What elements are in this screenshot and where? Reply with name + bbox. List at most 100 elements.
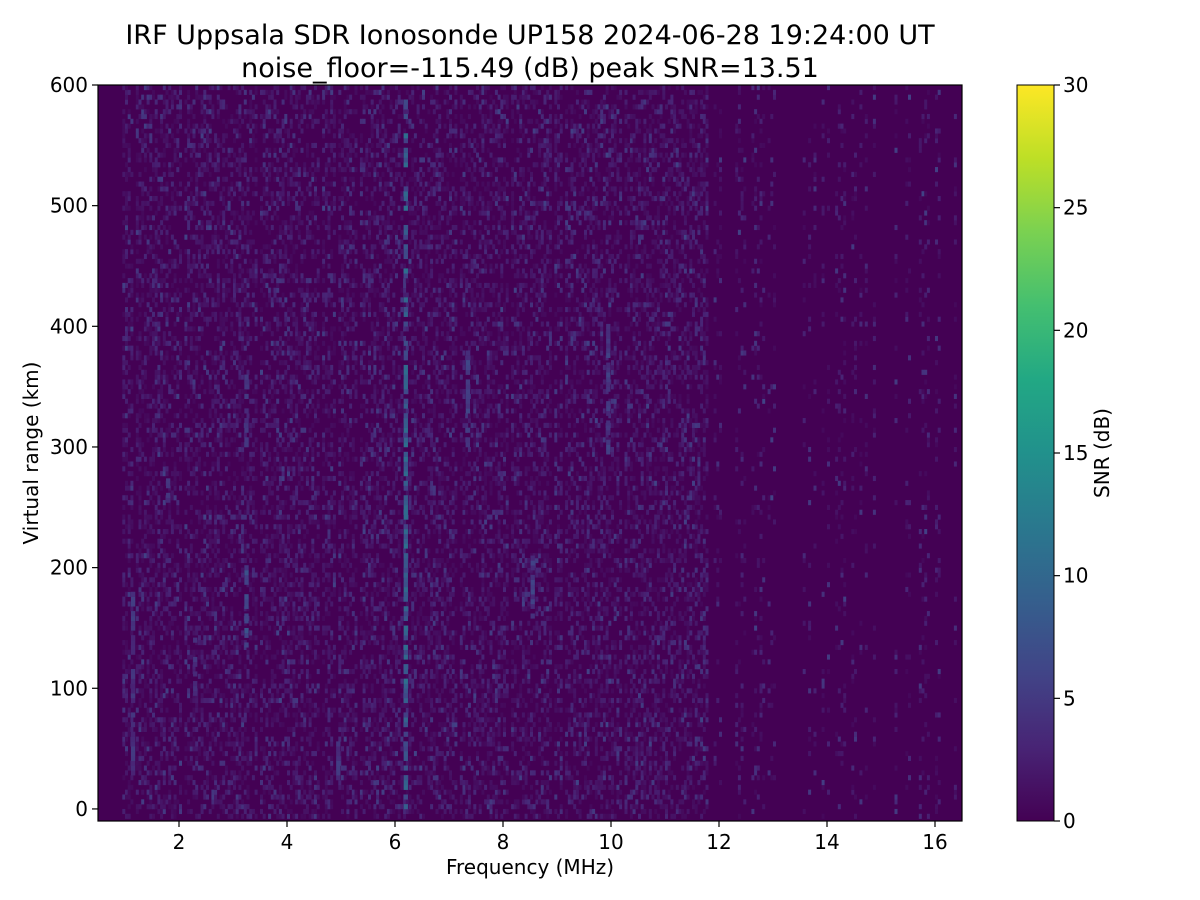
heatmap-cell bbox=[157, 374, 161, 380]
heatmap-cell bbox=[316, 471, 320, 477]
heatmap-cell bbox=[157, 509, 161, 515]
heatmap-cell bbox=[322, 196, 326, 202]
heatmap-cell bbox=[346, 273, 350, 279]
heatmap-cell bbox=[322, 702, 326, 708]
heatmap-cell bbox=[162, 471, 166, 477]
heatmap-cell bbox=[203, 519, 207, 525]
heatmap-cell bbox=[281, 220, 285, 226]
heatmap-cell bbox=[300, 640, 304, 646]
heatmap-cell bbox=[308, 717, 312, 723]
heatmap-cell bbox=[305, 364, 309, 371]
heatmap-cell bbox=[346, 697, 350, 704]
heatmap-cell bbox=[235, 403, 239, 409]
heatmap-cell bbox=[297, 779, 301, 786]
heatmap-cell bbox=[292, 601, 296, 607]
heatmap-cell bbox=[138, 495, 142, 501]
heatmap-cell bbox=[189, 200, 193, 206]
heatmap-cell bbox=[165, 625, 169, 631]
heatmap-cell bbox=[260, 427, 263, 433]
heatmap-cell bbox=[316, 533, 320, 539]
heatmap-cell bbox=[265, 722, 269, 728]
heatmap-cell bbox=[265, 480, 269, 486]
heatmap-cell bbox=[238, 784, 242, 790]
heatmap-cell bbox=[189, 611, 193, 617]
heatmap-cell bbox=[246, 504, 250, 511]
heatmap-cell bbox=[149, 697, 153, 704]
heatmap-cell bbox=[330, 253, 334, 260]
heatmap-cell bbox=[305, 171, 309, 177]
heatmap-cell bbox=[127, 413, 131, 419]
heatmap-cell bbox=[327, 548, 331, 554]
heatmap-cell bbox=[222, 282, 226, 289]
heatmap-cell bbox=[243, 509, 247, 515]
heatmap-cell bbox=[200, 379, 204, 385]
heatmap-cell bbox=[152, 244, 155, 250]
heatmap-cell bbox=[162, 683, 166, 689]
heatmap-cell bbox=[235, 128, 239, 134]
heatmap-cell bbox=[154, 268, 158, 274]
heatmap-cell bbox=[273, 389, 277, 395]
heatmap-cell bbox=[135, 85, 139, 91]
plot-area bbox=[97, 84, 963, 822]
heatmap-cell bbox=[162, 808, 166, 815]
heatmap-cell bbox=[187, 123, 191, 129]
heatmap-cell bbox=[287, 615, 290, 622]
heatmap-cell bbox=[295, 331, 299, 337]
heatmap-cell bbox=[260, 586, 263, 593]
heatmap-cell bbox=[219, 311, 223, 317]
heatmap-cell bbox=[233, 210, 236, 216]
heatmap-cell bbox=[295, 760, 299, 766]
heatmap-cell bbox=[289, 85, 293, 91]
heatmap-cell bbox=[141, 220, 145, 226]
heatmap-cell bbox=[281, 253, 285, 260]
heatmap-cell bbox=[341, 765, 344, 771]
heatmap-cell bbox=[278, 147, 282, 153]
heatmap-cell bbox=[146, 403, 150, 409]
heatmap-cell bbox=[260, 779, 263, 786]
heatmap-cell bbox=[273, 673, 277, 679]
heatmap-cell bbox=[327, 707, 331, 713]
heatmap-cell bbox=[192, 379, 196, 385]
heatmap-cell bbox=[346, 297, 350, 303]
heatmap-cell bbox=[254, 601, 258, 607]
heatmap-cell bbox=[192, 234, 196, 240]
heatmap-cell bbox=[308, 340, 312, 346]
heatmap-cell bbox=[289, 118, 293, 124]
heatmap-cell bbox=[127, 529, 131, 535]
heatmap-cell bbox=[238, 263, 242, 269]
heatmap-cell bbox=[216, 625, 220, 631]
heatmap-cell bbox=[168, 775, 172, 781]
heatmap-cell bbox=[173, 813, 177, 819]
heatmap-cell bbox=[127, 321, 131, 327]
heatmap-cell bbox=[327, 89, 331, 95]
heatmap-cell bbox=[238, 147, 242, 153]
heatmap-cell bbox=[327, 504, 331, 511]
heatmap-cell bbox=[189, 374, 193, 380]
heatmap-cell bbox=[270, 403, 274, 409]
heatmap-cell bbox=[238, 167, 242, 173]
heatmap-cell bbox=[149, 85, 153, 91]
heatmap-cell bbox=[268, 644, 272, 650]
heatmap-cell bbox=[184, 635, 188, 641]
heatmap-cell bbox=[281, 99, 285, 105]
heatmap-cell bbox=[187, 196, 191, 202]
heatmap-cell bbox=[197, 224, 201, 231]
heatmap-cell bbox=[327, 577, 331, 583]
heatmap-cell bbox=[160, 659, 164, 665]
heatmap-cell bbox=[254, 167, 258, 173]
heatmap-cell bbox=[179, 113, 182, 120]
heatmap-cell bbox=[297, 360, 301, 366]
heatmap-cell bbox=[287, 307, 290, 313]
heatmap-cell bbox=[203, 94, 207, 100]
heatmap-cell bbox=[308, 234, 312, 240]
heatmap-cell bbox=[141, 582, 145, 588]
heatmap-cell bbox=[168, 611, 172, 617]
heatmap-cell bbox=[206, 688, 209, 694]
heatmap-cell bbox=[208, 379, 212, 385]
heatmap-cell bbox=[200, 167, 204, 173]
heatmap-cell bbox=[346, 751, 350, 757]
heatmap-cell bbox=[154, 167, 158, 173]
heatmap-cell bbox=[143, 741, 147, 747]
heatmap-cell bbox=[316, 784, 320, 790]
heatmap-cell bbox=[330, 693, 334, 699]
